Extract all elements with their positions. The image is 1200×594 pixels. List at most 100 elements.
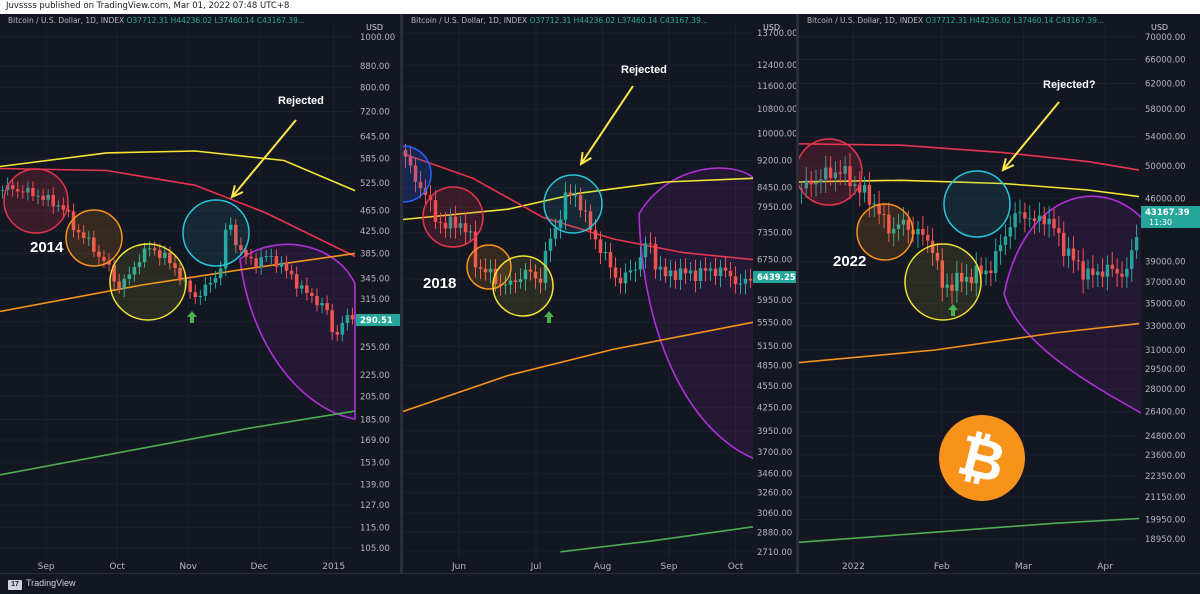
candle-body: [478, 267, 483, 269]
year-label: 2022: [833, 253, 866, 270]
header-background: [799, 14, 1139, 26]
y-tick-label: 21150.00: [1145, 493, 1186, 503]
x-tick-label: Feb: [934, 562, 950, 572]
candle-body: [748, 278, 753, 281]
candle-body: [901, 219, 906, 225]
y-tick-label: 66000.00: [1145, 55, 1186, 65]
y-tick-label: 225.00: [360, 371, 390, 381]
chart-title: Bitcoin / U.S. Dollar, 1D, INDEX: [8, 16, 127, 25]
footer: 17 TradingView: [0, 573, 1200, 594]
candle-body: [945, 284, 949, 288]
candle-body: [0, 189, 5, 191]
candle-body: [668, 270, 673, 277]
candle-body: [157, 250, 162, 258]
candle-body: [678, 268, 683, 280]
y-tick-label: 28000.00: [1145, 385, 1186, 395]
candle-body: [183, 280, 187, 282]
x-tick-label: Sep: [38, 562, 55, 572]
ohlc-high: H44236.02: [970, 16, 1014, 25]
candle-body: [330, 310, 334, 333]
rejection-arrow: [1002, 101, 1060, 171]
annotation-label: Rejected: [278, 95, 324, 107]
y-tick-label: 385.00: [360, 249, 390, 259]
y-tick-label: 12400.00: [757, 61, 796, 71]
chart-panel-2018[interactable]: Rejected 2018 13700.00 12400.00 11600.00 1080…: [403, 14, 796, 573]
red-ma-line: [799, 143, 1140, 171]
candle-body: [503, 284, 508, 286]
y-tick-label: 54000.00: [1145, 133, 1186, 143]
y-tick-label: 205.00: [360, 392, 390, 402]
candle-body: [488, 268, 493, 273]
candle-body: [887, 214, 891, 234]
candle-body: [578, 195, 583, 211]
y-tick-label: 5150.00: [757, 342, 792, 352]
candle-body: [1042, 215, 1046, 225]
candle-body: [974, 265, 978, 284]
candle-body: [97, 251, 101, 257]
candle-body: [688, 270, 693, 274]
candle-body: [563, 192, 568, 220]
rejection-arrow-head-icon: [1001, 158, 1015, 172]
candle-body: [858, 184, 862, 193]
candle-body: [1003, 236, 1008, 245]
candle-body: [198, 295, 203, 298]
x-tick-label: Oct: [728, 562, 744, 572]
candle-body: [335, 332, 340, 335]
publish-bar: Juvssss published on TradingView.com, Ma…: [0, 0, 1200, 14]
candle-body: [921, 228, 925, 235]
candle-body: [1134, 237, 1139, 251]
chart-title-row: Bitcoin / U.S. Dollar, 1D, INDEX O37712.…: [8, 16, 305, 25]
chart-svg-2022[interactable]: Rejected? 2022 70000.00 66000.00 62000.00 580…: [799, 14, 1200, 573]
candle-body: [218, 268, 223, 279]
candle-body: [663, 266, 668, 277]
y-tick-label: 1000.00: [360, 33, 395, 43]
y-tick-label: 8450.00: [757, 184, 792, 194]
candle-body: [633, 269, 638, 271]
price-tag: 290.51: [360, 316, 393, 326]
candle-body: [137, 262, 142, 267]
price-tag-background: [753, 271, 796, 283]
candle-body: [1028, 218, 1032, 220]
orange-ma-line: [799, 322, 1140, 364]
candle-body: [994, 251, 998, 274]
chart-svg-2018[interactable]: Rejected 2018 13700.00 12400.00 11600.00 1080…: [403, 14, 796, 573]
chart-svg-2014[interactable]: Rejected 2014 1000.00 880.00 800.00 720.00 645…: [0, 14, 400, 573]
chart-panel-2014[interactable]: Rejected 2014 1000.00 880.00 800.00 720.00 645…: [0, 14, 400, 573]
y-tick-label: 525.00: [360, 179, 390, 189]
candle-body: [964, 276, 969, 282]
candle-body: [723, 267, 728, 271]
candle-body: [558, 219, 563, 229]
candle-body: [468, 231, 473, 233]
candle-body: [603, 251, 608, 254]
candle-body: [86, 237, 91, 239]
rejection-arrow-head-icon: [230, 185, 244, 199]
annotation-label: Rejected?: [1043, 79, 1096, 91]
candle-body: [1130, 250, 1134, 269]
y-tick-label: 315.00: [360, 295, 390, 305]
candle-body: [638, 257, 643, 270]
candle-body: [102, 256, 106, 261]
price-tag-background: [356, 314, 400, 326]
candle-body: [1110, 264, 1114, 269]
y-tick-label: 46000.00: [1145, 194, 1186, 204]
candle-body: [1081, 261, 1085, 280]
panel-divider: [400, 14, 403, 573]
chart-panel-2022[interactable]: Rejected? 2022 70000.00 66000.00 62000.00 580…: [799, 14, 1200, 573]
candle-body: [142, 248, 147, 263]
candle-body: [623, 272, 628, 284]
candle-body: [940, 260, 944, 288]
highlight-circle-cyan: [943, 170, 1011, 238]
candle-body: [1037, 215, 1042, 221]
ohlc-close: C43167.39...: [660, 16, 708, 25]
y-tick-label: 18950.00: [1145, 535, 1186, 545]
candle-body: [867, 184, 872, 205]
candle-body: [193, 292, 198, 298]
candle-body: [518, 279, 523, 283]
x-tick-label: Sep: [661, 562, 678, 572]
candle-body: [350, 315, 355, 320]
candle-body: [528, 269, 533, 272]
tradingview-logo[interactable]: 17 TradingView: [8, 578, 76, 590]
yellow-ma-line: [403, 177, 754, 221]
candle-body: [208, 282, 213, 285]
y-tick-label: 7950.00: [757, 203, 792, 213]
